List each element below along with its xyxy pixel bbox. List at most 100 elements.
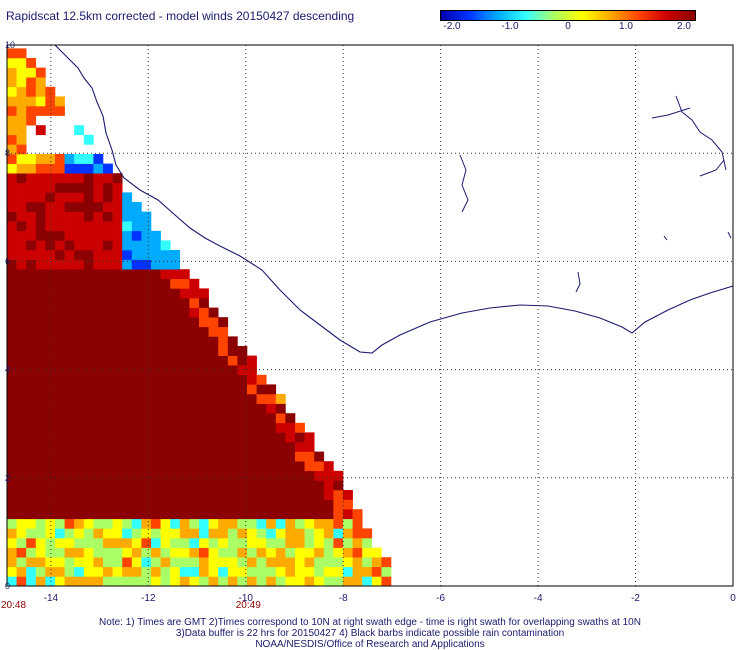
swath-cell [16,86,27,97]
swath-cell [55,192,65,203]
swath-cell [170,278,181,289]
swath-cell [362,547,373,558]
swath-cell [74,269,85,280]
swath-cell [45,182,56,193]
swath-cell [285,422,296,433]
swath-cell [275,413,286,424]
swath-cell [93,413,104,424]
swath-cell [227,442,238,452]
swath-cell [247,547,257,558]
swath-cell [83,528,94,539]
swath-cell [103,182,113,193]
swath-cell [83,518,94,529]
swath-cell [122,192,133,203]
swath-cell [285,461,296,472]
swath-cell [237,451,248,462]
swath-cell [179,538,190,548]
swath-cell [131,355,142,366]
swath-cell [237,557,248,568]
swath-cell [45,490,56,500]
swath-cell [352,509,363,520]
swath-cell [285,509,296,520]
swath-cell [362,557,373,568]
swath-cell [151,259,161,270]
swath-cell [74,547,85,558]
swath-cell [103,374,113,385]
x-axis-label: -8 [339,593,348,604]
swath-cell [64,499,75,510]
swath-cell [218,317,229,328]
swath-cell [170,480,181,491]
swath-cell [256,509,267,520]
swath-cell [122,470,133,481]
swath-cell [179,317,190,328]
swath-cell [247,403,257,414]
swath-cell [103,202,113,212]
colorbar-tick: 1.0 [619,21,633,32]
swath-cell [7,259,17,270]
swath-cell [35,403,46,414]
swath-cell [189,413,200,424]
y-axis-label: 2 [5,473,10,483]
swath-cell [237,365,248,376]
swath-cell [55,278,65,289]
swath-cell [151,538,161,548]
swath-cell [7,528,17,539]
swath-cell [151,547,161,558]
swath-cell [256,422,267,433]
swath-cell [7,547,17,558]
swath-cell [199,326,209,337]
swath-cell [323,470,334,481]
swath-cell [179,298,190,308]
swath-cell [55,422,65,433]
swath-cell [247,442,257,452]
swath-cell [295,422,305,433]
swath-cell [227,538,238,548]
swath-cell [74,240,85,251]
swath-cell [55,173,65,184]
swath-cell [112,422,123,433]
swath-cell [7,115,17,126]
swath-cell [333,557,344,568]
x-axis-label: -6 [436,593,445,604]
swath-cell [35,154,46,164]
swath-cell [160,278,171,289]
swath-cell [189,374,200,385]
swath-cell [45,240,56,251]
swath-cell [122,221,133,232]
swath-cell [112,211,123,222]
swath-cell [189,509,200,520]
swath-cell [295,528,305,539]
swath-cell [304,470,315,481]
swath-cell [112,566,123,577]
swath-cell [247,470,257,481]
swath-cell [103,230,113,241]
swath-cell [247,509,257,520]
swath-cell [343,490,353,500]
swath-cell [7,240,17,251]
swath-cell [170,528,181,539]
swath-cell [170,307,181,318]
swath-cell [55,528,65,539]
swath-cell [343,557,353,568]
swath-cell [256,480,267,491]
swath-cell [7,192,17,203]
swath-cell [295,490,305,500]
swath-cell [275,451,286,462]
swath-cell [160,490,171,500]
swath-cell [160,307,171,318]
swath-cell [93,346,104,356]
colorbar-tick: -1.0 [501,21,519,32]
swath-cell [131,518,142,529]
swath-cell [256,576,267,587]
swath-cell [103,269,113,280]
swath-cell [381,566,392,577]
swath-cell [93,230,104,241]
swath-cell [26,470,37,481]
swath-cell [103,394,113,404]
swath-cell [170,442,181,452]
swath-cell [141,269,152,280]
swath-cell [83,269,94,280]
swath-cell [170,250,181,260]
swath-cell [199,470,209,481]
